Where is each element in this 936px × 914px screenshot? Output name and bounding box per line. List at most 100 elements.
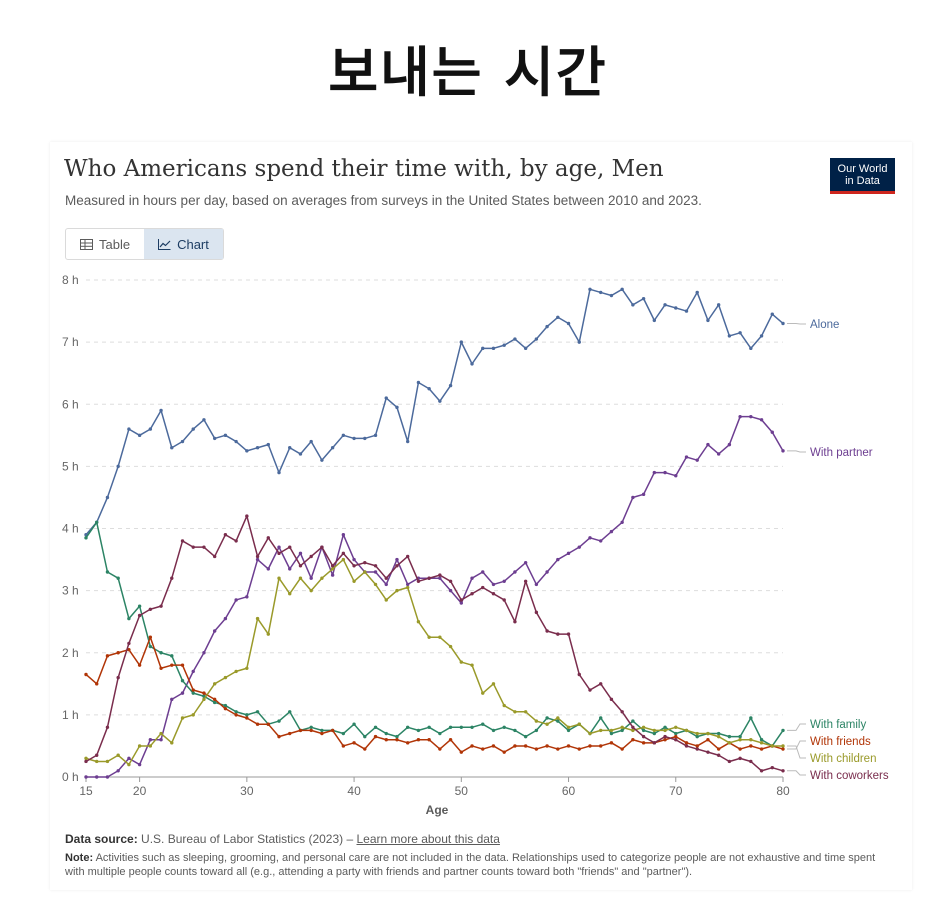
data-point	[566, 551, 571, 556]
data-point	[438, 573, 442, 577]
data-point	[716, 452, 721, 456]
learn-more-link[interactable]: Learn more about this data	[356, 832, 500, 846]
tab-chart[interactable]: Chart	[144, 229, 223, 259]
data-point	[320, 576, 324, 580]
data-point	[255, 554, 260, 559]
data-point	[234, 598, 238, 602]
data-point	[148, 738, 153, 742]
data-point	[234, 713, 238, 717]
data-point	[298, 452, 303, 456]
data-point	[609, 741, 614, 745]
data-point	[727, 334, 732, 338]
chart-title: Who Americans spend their time with, by …	[64, 156, 664, 182]
data-point	[577, 672, 581, 677]
data-point	[180, 716, 185, 720]
series-label-alone: Alone	[810, 319, 839, 331]
data-point	[148, 744, 153, 748]
data-point	[416, 380, 421, 385]
series-line-with-coworkers	[85, 515, 784, 772]
data-point	[395, 734, 399, 739]
data-point	[405, 582, 410, 587]
data-point	[749, 744, 753, 748]
data-point	[448, 588, 453, 593]
data-point	[266, 536, 270, 540]
data-point	[427, 635, 431, 639]
data-point	[448, 644, 453, 649]
data-point	[609, 293, 614, 298]
data-point	[116, 769, 120, 773]
data-point	[663, 738, 667, 742]
data-point	[223, 433, 228, 438]
data-point	[384, 738, 388, 742]
data-point	[674, 738, 678, 742]
data-point	[137, 744, 142, 748]
data-point	[588, 688, 592, 692]
data-point	[749, 759, 753, 764]
data-point	[180, 439, 185, 444]
x-tick-label: 60	[562, 784, 576, 798]
data-point	[159, 731, 163, 736]
data-point	[116, 576, 120, 580]
data-point	[245, 595, 249, 599]
data-point	[288, 545, 292, 549]
data-point	[706, 750, 710, 754]
owid-logo[interactable]: Our World in Data	[830, 158, 895, 194]
data-point	[523, 710, 528, 714]
data-point	[459, 725, 464, 729]
data-point	[663, 734, 667, 739]
data-point	[84, 759, 88, 764]
data-point	[202, 418, 206, 422]
data-point	[759, 334, 764, 338]
data-point	[652, 318, 657, 323]
source-text: U.S. Bureau of Labor Statistics (2023) –	[141, 832, 354, 846]
data-point	[105, 654, 110, 658]
data-point	[137, 762, 142, 767]
data-point	[641, 728, 646, 733]
tab-table[interactable]: Table	[66, 229, 144, 259]
data-point	[288, 710, 292, 714]
data-point	[395, 588, 399, 593]
data-point	[180, 663, 185, 667]
data-point	[116, 675, 120, 680]
data-point	[170, 697, 174, 702]
data-point	[245, 514, 249, 518]
data-point	[781, 769, 785, 773]
data-point	[577, 545, 581, 549]
data-point	[191, 688, 195, 692]
data-point	[759, 418, 764, 422]
data-point	[266, 722, 270, 726]
data-point	[599, 539, 603, 543]
data-point	[223, 675, 228, 680]
data-point	[277, 576, 281, 580]
data-point	[180, 539, 185, 543]
y-tick-label: 1 h	[62, 708, 79, 722]
data-point	[534, 719, 539, 723]
data-point	[223, 706, 228, 711]
data-point	[341, 533, 346, 537]
data-point	[127, 616, 131, 621]
data-point	[373, 564, 378, 568]
data-point	[513, 728, 517, 733]
data-point	[684, 728, 689, 733]
data-point	[330, 446, 335, 450]
data-point	[695, 458, 699, 462]
data-point	[631, 719, 635, 723]
data-point	[255, 710, 260, 714]
data-point	[599, 744, 603, 748]
data-point	[127, 641, 131, 646]
data-point	[631, 303, 635, 307]
data-point	[95, 753, 99, 757]
data-point	[759, 747, 764, 751]
data-point	[556, 719, 560, 723]
data-point	[84, 775, 88, 779]
data-point	[127, 756, 131, 761]
data-point	[105, 725, 110, 729]
y-tick-label: 0 h	[62, 770, 79, 784]
data-point	[373, 734, 378, 739]
x-tick-label: 50	[455, 784, 469, 798]
data-point	[277, 545, 281, 549]
data-point	[137, 433, 142, 438]
data-point	[148, 607, 153, 611]
data-point	[781, 321, 785, 326]
data-point	[245, 449, 249, 453]
